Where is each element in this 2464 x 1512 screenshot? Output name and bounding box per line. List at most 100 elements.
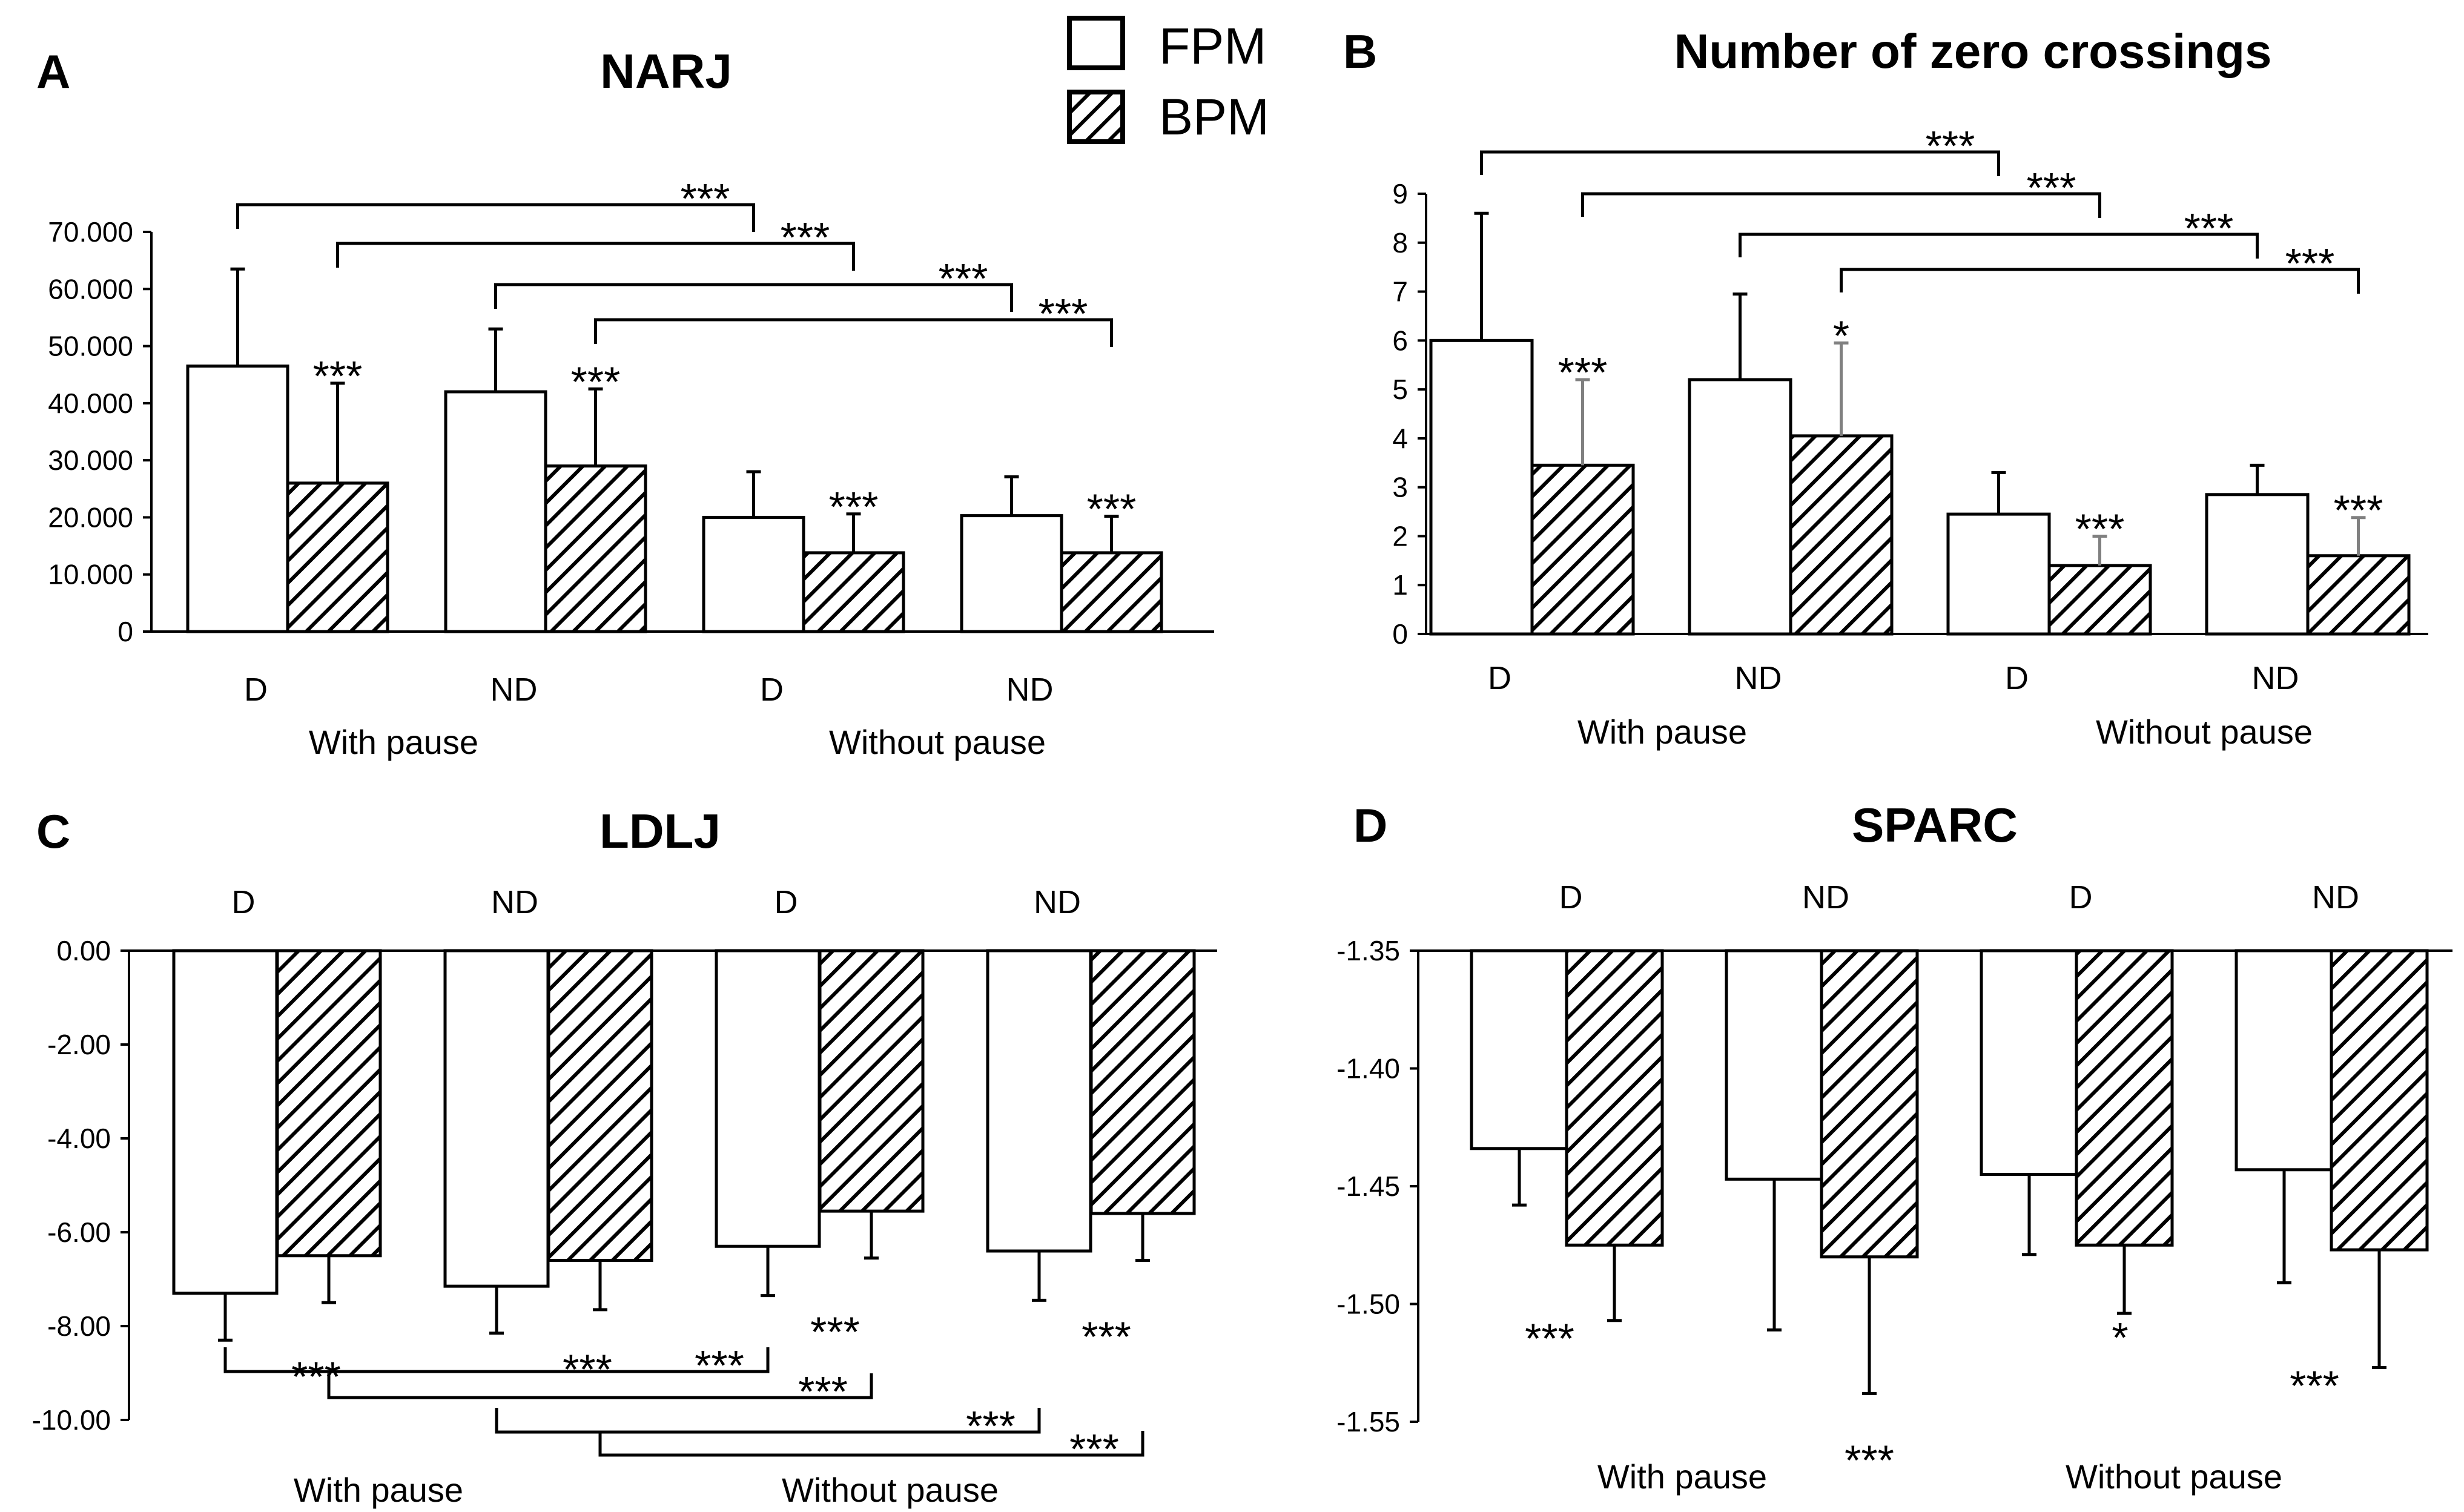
y-tick-label: 3 bbox=[1392, 472, 1408, 503]
panel-letter: B bbox=[1343, 25, 1377, 78]
bar-bpm bbox=[802, 551, 905, 633]
y-tick-label: 0 bbox=[1392, 618, 1408, 650]
bar-fpm bbox=[702, 515, 805, 633]
y-tick-label: -4.00 bbox=[47, 1123, 111, 1154]
bar-bpm bbox=[1530, 463, 1635, 636]
bracket-stars: *** bbox=[798, 1368, 848, 1415]
category-label: D bbox=[775, 884, 798, 920]
y-tick-label: 2 bbox=[1392, 520, 1408, 552]
bar-bpm bbox=[286, 481, 389, 633]
y-tick-label: -10.00 bbox=[32, 1404, 111, 1436]
bar-fpm bbox=[1688, 378, 1792, 636]
legend: FPM BPM bbox=[1067, 16, 1269, 145]
bar-fpm bbox=[1980, 949, 2079, 1177]
bracket-stars: *** bbox=[1069, 1425, 1119, 1473]
y-tick-label: 8 bbox=[1392, 227, 1408, 259]
comparison-bracket bbox=[1840, 268, 2360, 294]
bar-bpm bbox=[2075, 949, 2174, 1247]
panel-b-zero-crossings: B Number of zero crossings 0 1 2 3 4 5 6 7 8 9 D *** N… bbox=[1343, 24, 2428, 751]
y-tick-label: 10.000 bbox=[48, 559, 133, 590]
group-label: Without pause bbox=[2096, 713, 2313, 751]
panel-a-narj: A NARJ 0 10.000 20.000 30.000 40.000 50.000 60.0… bbox=[36, 44, 1214, 761]
significance-stars: *** bbox=[313, 352, 363, 400]
bar-fpm bbox=[1470, 949, 1569, 1151]
bar-fpm bbox=[715, 949, 821, 1248]
bar-bpm bbox=[1565, 949, 1664, 1247]
bracket-stars: *** bbox=[681, 175, 730, 222]
bracket-stars: *** bbox=[1926, 122, 1975, 170]
significance-stars: *** bbox=[1845, 1436, 1894, 1484]
category-label: D bbox=[760, 672, 784, 708]
y-tick-label: 70.000 bbox=[48, 216, 133, 248]
group-label: Without pause bbox=[782, 1471, 999, 1509]
category-label: D bbox=[232, 884, 256, 920]
bar-fpm bbox=[1429, 338, 1534, 636]
comparison-bracket bbox=[1480, 150, 2000, 176]
significance-stars: *** bbox=[2290, 1362, 2339, 1410]
bar-fpm bbox=[444, 390, 547, 633]
category-label: ND bbox=[1802, 879, 1849, 916]
bar-bpm bbox=[1820, 949, 1919, 1259]
comparison-bracket bbox=[223, 1347, 770, 1373]
significance-stars: * bbox=[1833, 312, 1849, 359]
bracket-stars: *** bbox=[781, 214, 830, 261]
bar-fpm bbox=[1946, 512, 2051, 636]
bar-bpm bbox=[2306, 554, 2411, 636]
group-label: With pause bbox=[1597, 1458, 1767, 1496]
bar-fpm bbox=[186, 365, 289, 633]
bracket-stars: *** bbox=[966, 1402, 1016, 1450]
panel-c-ldlj: C LDLJ 0.00 -2.00 -4.00 -6.00 -8.00 -10.00 D *** N… bbox=[32, 804, 1217, 1509]
comparison-bracket bbox=[1739, 233, 2259, 259]
bracket-stars: *** bbox=[1039, 290, 1088, 337]
bar-fpm bbox=[2234, 949, 2334, 1172]
bar-bpm bbox=[2330, 949, 2429, 1252]
y-tick-label: -6.00 bbox=[47, 1217, 111, 1248]
category-label: ND bbox=[1034, 884, 1081, 920]
bar-fpm bbox=[443, 949, 550, 1288]
panel-title: LDLJ bbox=[599, 804, 721, 858]
comparison-bracket bbox=[594, 318, 1113, 347]
comparison-bracket bbox=[598, 1431, 1144, 1457]
panel-title: Number of zero crossings bbox=[1674, 24, 2272, 78]
y-tick-label: -1.45 bbox=[1336, 1170, 1400, 1202]
category-label: D bbox=[2069, 879, 2093, 916]
bar-bpm bbox=[1789, 434, 1894, 636]
legend-bpm-label: BPM bbox=[1159, 88, 1269, 145]
y-tick-label: -1.40 bbox=[1336, 1053, 1400, 1084]
significance-stars: *** bbox=[571, 358, 621, 405]
panel-d-sparc: D SPARC-1.35-1.40-1.45-1.50-1.55D***ND***… bbox=[1336, 798, 2452, 1496]
y-tick-label: 0 bbox=[117, 616, 133, 647]
y-tick-label: 1 bbox=[1392, 569, 1408, 601]
bracket-stars: *** bbox=[695, 1342, 744, 1389]
category-label: ND bbox=[2312, 879, 2359, 916]
bar-fpm bbox=[1725, 949, 1824, 1181]
group-label: With pause bbox=[294, 1471, 463, 1509]
legend-fpm-swatch bbox=[1067, 16, 1125, 70]
significance-stars: *** bbox=[1082, 1313, 1131, 1360]
bar-fpm bbox=[172, 949, 279, 1295]
significance-stars: *** bbox=[810, 1309, 860, 1356]
y-tick-label: 50.000 bbox=[48, 331, 133, 362]
significance-stars: *** bbox=[1087, 486, 1137, 533]
group-label: With pause bbox=[309, 723, 478, 761]
significance-stars: *** bbox=[2334, 487, 2383, 534]
bar-bpm bbox=[1089, 949, 1196, 1215]
group-label: With pause bbox=[1577, 713, 1747, 751]
group-label: Without pause bbox=[2066, 1458, 2282, 1496]
comparison-bracket bbox=[327, 1373, 873, 1399]
bar-bpm bbox=[544, 464, 647, 633]
comparison-bracket bbox=[494, 283, 1013, 312]
category-label: D bbox=[244, 672, 268, 708]
category-label: ND bbox=[2252, 660, 2299, 696]
bar-bpm bbox=[547, 949, 653, 1262]
y-tick-label: 40.000 bbox=[48, 388, 133, 419]
category-label: D bbox=[2005, 660, 2029, 696]
category-label: D bbox=[1488, 660, 1511, 696]
panel-letter: C bbox=[36, 805, 70, 858]
bar-fpm bbox=[960, 514, 1063, 633]
bracket-stars: *** bbox=[2027, 164, 2076, 211]
y-tick-label: -2.00 bbox=[47, 1029, 111, 1060]
significance-stars: *** bbox=[563, 1346, 612, 1393]
comparison-bracket bbox=[236, 203, 755, 232]
